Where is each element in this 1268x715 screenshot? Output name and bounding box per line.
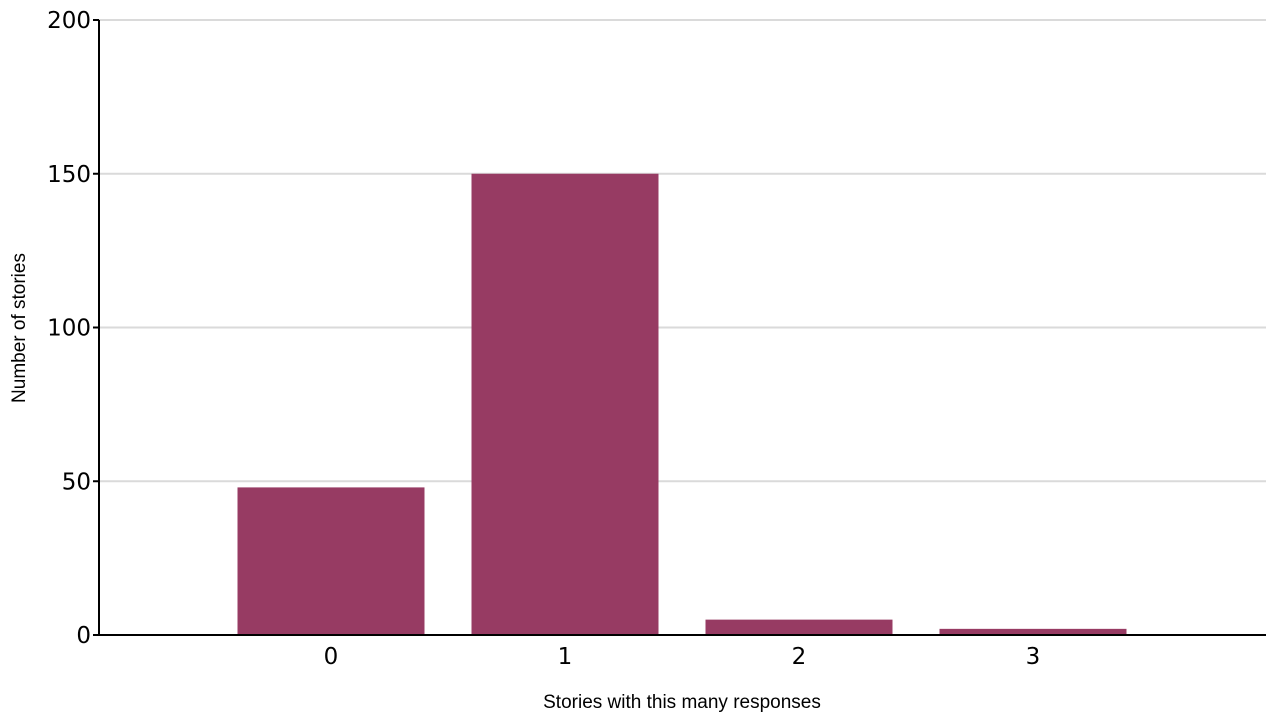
y-tick-label-0: 0 [76,623,91,649]
x-tick-label-3: 3 [1026,644,1041,670]
x-tick-label-1: 1 [558,644,573,670]
x-tick-label-0: 0 [324,644,339,670]
y-tick-label-100: 100 [47,316,91,342]
y-axis-title: Number of stories [9,253,30,403]
x-tick-labels: 0 1 2 3 [324,644,1041,670]
bars [237,173,1127,635]
y-tick-labels: 0 50 100 150 200 [47,8,99,649]
y-tick-label-150: 150 [47,162,91,188]
bar-1 [471,173,659,635]
bar-2 [705,619,893,635]
x-axis-title: Stories with this many responses [543,692,821,713]
x-tick-label-2: 2 [792,644,807,670]
bar-3 [939,628,1127,635]
y-tick-label-200: 200 [47,8,91,34]
grid-lines [99,19,1266,483]
y-tick-label-50: 50 [62,469,91,495]
bar-0 [237,487,425,635]
